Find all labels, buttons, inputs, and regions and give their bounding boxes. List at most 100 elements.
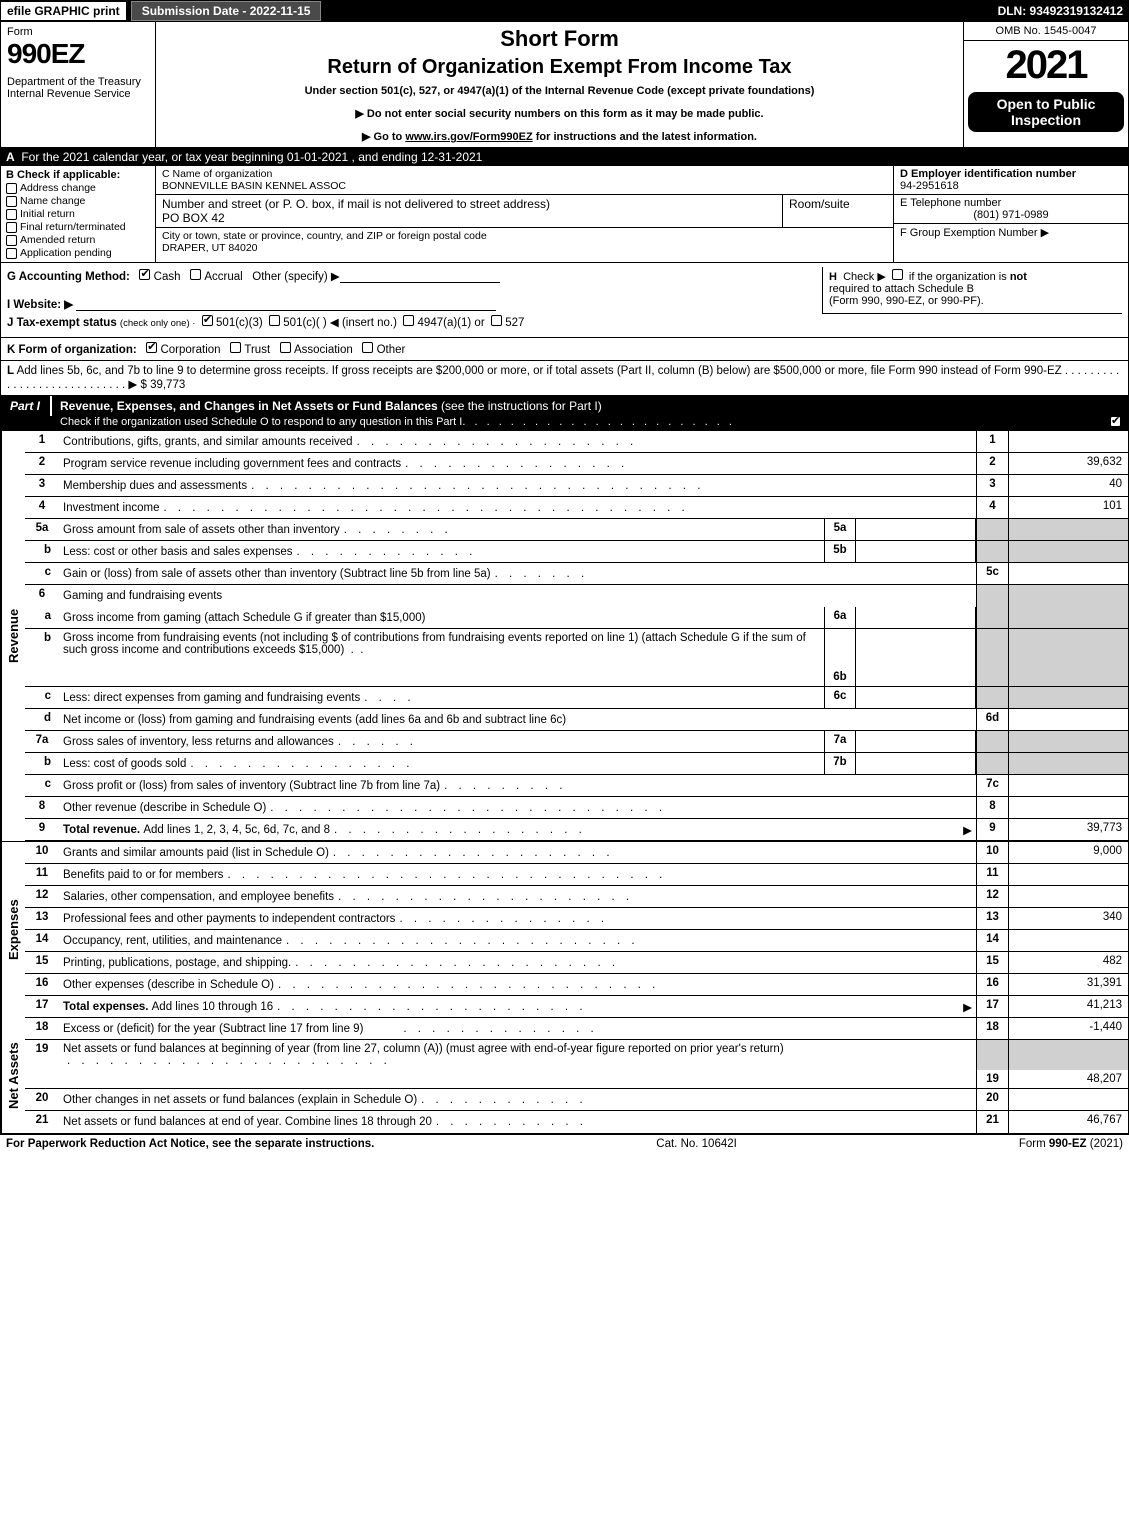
line-7c: cGross profit or (loss) from sales of in… — [25, 775, 1128, 797]
part-1-header: Part I Revenue, Expenses, and Changes in… — [0, 396, 1129, 416]
l9-num: 9 — [25, 819, 59, 840]
footer-center: Cat. No. 10642I — [374, 1138, 1019, 1150]
block-ghij: H Check ▶ if the organization is not req… — [0, 263, 1129, 338]
line-13: 13Professional fees and other payments t… — [25, 908, 1128, 930]
l-label: L — [7, 365, 14, 377]
l11-rnum: 11 — [976, 864, 1008, 885]
i-website-blank[interactable] — [76, 299, 496, 311]
line-4: 4Investment income. . . . . . . . . . . … — [25, 497, 1128, 519]
form-header: Form 990EZ Department of the Treasury In… — [0, 22, 1129, 148]
l7b-num: b — [25, 753, 59, 774]
section-h: H Check ▶ if the organization is not req… — [822, 267, 1122, 314]
l3-rnum: 3 — [976, 475, 1008, 496]
header-right: OMB No. 1545-0047 2021 Open to Public In… — [963, 22, 1128, 147]
line-20: 20Other changes in net assets or fund ba… — [25, 1089, 1128, 1111]
l14-rnum: 14 — [976, 930, 1008, 951]
footer-right-bold: 990-EZ — [1049, 1138, 1087, 1150]
l10-rnum: 10 — [976, 842, 1008, 863]
d-ein-value: 94-2951618 — [900, 180, 1122, 192]
efile-print-label[interactable]: efile GRAPHIC print — [0, 1, 127, 21]
g-cash: Cash — [154, 271, 181, 283]
i-label: I Website: ▶ — [7, 299, 73, 311]
b-header: Check if applicable: — [17, 169, 120, 181]
part-1-title-text: Revenue, Expenses, and Changes in Net As… — [60, 399, 438, 413]
b-item-1: Name change — [20, 195, 85, 207]
l13-rnum: 13 — [976, 908, 1008, 929]
checkbox-final-return[interactable] — [6, 222, 17, 233]
l7c-rval — [1008, 775, 1128, 796]
checkbox-h[interactable] — [892, 269, 903, 280]
checkbox-527[interactable] — [491, 315, 502, 326]
checkbox-association[interactable] — [280, 342, 291, 353]
g-other-blank[interactable] — [340, 271, 500, 283]
revenue-side-label: Revenue — [1, 431, 25, 841]
l16-rval: 31,391 — [1008, 974, 1128, 995]
checkbox-name-change[interactable] — [6, 196, 17, 207]
l14-num: 14 — [25, 930, 59, 951]
form-note-link: ▶ Go to www.irs.gov/Form990EZ for instru… — [164, 130, 955, 143]
line-6b: bGross income from fundraising events (n… — [25, 629, 1128, 687]
section-def: D Employer identification number 94-2951… — [893, 166, 1128, 262]
footer-right-suf: (2021) — [1087, 1138, 1123, 1150]
h-text3: required to attach Schedule B — [829, 283, 974, 295]
checkbox-4947[interactable] — [403, 315, 414, 326]
l8-desc: Other revenue (describe in Schedule O) — [63, 802, 266, 814]
k-opt-1: Trust — [244, 344, 270, 356]
checkbox-corporation[interactable] — [146, 342, 157, 353]
section-k: K Form of organization: Corporation Trus… — [0, 338, 1129, 361]
section-l: L Add lines 5b, 6c, and 7b to line 9 to … — [0, 361, 1129, 396]
l5b-midval — [856, 541, 976, 562]
f-group-exemption-label: F Group Exemption Number ▶ — [900, 227, 1049, 239]
checkbox-address-change[interactable] — [6, 183, 17, 194]
checkbox-application-pending[interactable] — [6, 248, 17, 259]
h-text2: if the organization is — [909, 271, 1007, 283]
j-opt2: 501(c)( ) ◀ (insert no.) — [283, 317, 397, 329]
l6a-desc: Gross income from gaming (attach Schedul… — [63, 612, 425, 624]
l19-desc: Net assets or fund balances at beginning… — [63, 1043, 784, 1055]
expenses-side-label: Expenses — [1, 842, 25, 1018]
checkbox-501c3[interactable] — [202, 315, 213, 326]
submission-date-label: Submission Date - 2022-11-15 — [131, 1, 322, 21]
footer-right: Form 990-EZ (2021) — [1019, 1138, 1123, 1150]
arrow-icon: ▶ — [963, 823, 972, 837]
checkbox-accrual[interactable] — [190, 269, 201, 280]
l15-rval: 482 — [1008, 952, 1128, 973]
l3-rval: 40 — [1008, 475, 1128, 496]
l16-rnum: 16 — [976, 974, 1008, 995]
line-10: 10Grants and similar amounts paid (list … — [25, 842, 1128, 864]
checkbox-cash[interactable] — [139, 269, 150, 280]
line-7a: 7aGross sales of inventory, less returns… — [25, 731, 1128, 753]
checkbox-part1-scho[interactable] — [1110, 416, 1121, 427]
l7c-num: c — [25, 775, 59, 796]
l12-rval — [1008, 886, 1128, 907]
g-accrual: Accrual — [204, 271, 242, 283]
open-to-public-badge: Open to Public Inspection — [968, 92, 1124, 132]
irs-link[interactable]: www.irs.gov/Form990EZ — [405, 131, 532, 143]
l2-rval: 39,632 — [1008, 453, 1128, 474]
l17-rnum: 17 — [976, 996, 1008, 1017]
net-assets-side-label: Net Assets — [1, 1018, 25, 1133]
c-name-label: C Name of organization — [162, 168, 887, 180]
checkbox-501c[interactable] — [269, 315, 280, 326]
b-item-4: Amended return — [20, 234, 95, 246]
l12-desc: Salaries, other compensation, and employ… — [63, 891, 334, 903]
l17-rval: 41,213 — [1008, 996, 1128, 1017]
l5b-mid: 5b — [824, 541, 856, 562]
checkbox-amended-return[interactable] — [6, 235, 17, 246]
l6b-desc-pre: Gross income from fundraising events (no… — [63, 632, 338, 644]
k-opt-0: Corporation — [160, 344, 220, 356]
h-text4: (Form 990, 990-EZ, or 990-PF). — [829, 295, 984, 307]
l5a-desc: Gross amount from sale of assets other t… — [63, 524, 340, 536]
l4-desc: Investment income — [63, 502, 160, 514]
b-label: B — [6, 169, 14, 181]
org-name: BONNEVILLE BASIN KENNEL ASSOC — [162, 180, 887, 192]
checkbox-other-org[interactable] — [362, 342, 373, 353]
checkbox-trust[interactable] — [230, 342, 241, 353]
header-center: Short Form Return of Organization Exempt… — [156, 22, 963, 147]
checkbox-initial-return[interactable] — [6, 209, 17, 220]
l18-rnum: 18 — [976, 1018, 1008, 1039]
line-12: 12Salaries, other compensation, and empl… — [25, 886, 1128, 908]
l5c-rnum: 5c — [976, 563, 1008, 584]
l19-num: 19 — [25, 1040, 59, 1070]
row-a-tax-year: A For the 2021 calendar year, or tax yea… — [0, 148, 1129, 166]
